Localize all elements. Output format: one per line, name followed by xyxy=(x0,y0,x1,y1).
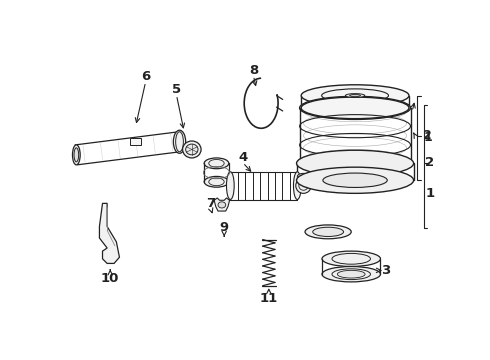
Ellipse shape xyxy=(294,172,301,199)
Ellipse shape xyxy=(73,145,80,165)
Text: 2: 2 xyxy=(425,156,434,169)
Ellipse shape xyxy=(226,172,234,199)
Polygon shape xyxy=(214,198,229,211)
Ellipse shape xyxy=(204,176,229,187)
Ellipse shape xyxy=(297,173,310,180)
Ellipse shape xyxy=(322,251,381,266)
Ellipse shape xyxy=(345,94,365,98)
Text: 11: 11 xyxy=(260,292,278,305)
Ellipse shape xyxy=(173,130,186,153)
Polygon shape xyxy=(99,203,120,264)
Ellipse shape xyxy=(74,148,78,162)
Ellipse shape xyxy=(186,144,198,155)
Text: 1: 1 xyxy=(423,131,432,144)
Text: 7: 7 xyxy=(206,197,216,210)
Text: 3: 3 xyxy=(381,264,391,277)
Ellipse shape xyxy=(337,270,365,278)
Ellipse shape xyxy=(296,178,311,193)
Bar xyxy=(130,138,141,145)
Text: 2: 2 xyxy=(423,129,432,142)
Ellipse shape xyxy=(300,152,411,175)
Text: 9: 9 xyxy=(220,221,229,234)
Ellipse shape xyxy=(204,158,229,169)
Ellipse shape xyxy=(305,225,351,239)
Text: 6: 6 xyxy=(141,70,150,83)
Ellipse shape xyxy=(296,150,414,176)
Ellipse shape xyxy=(322,266,381,282)
Ellipse shape xyxy=(296,167,414,193)
Ellipse shape xyxy=(313,227,343,237)
Ellipse shape xyxy=(350,94,361,96)
Text: 5: 5 xyxy=(172,83,181,96)
Text: 10: 10 xyxy=(101,271,120,284)
Ellipse shape xyxy=(323,173,387,188)
Text: 4: 4 xyxy=(238,150,247,164)
Ellipse shape xyxy=(183,141,201,158)
Text: 1: 1 xyxy=(425,187,434,200)
Text: 8: 8 xyxy=(249,64,258,77)
Ellipse shape xyxy=(300,96,411,120)
Ellipse shape xyxy=(218,202,226,208)
Ellipse shape xyxy=(301,97,409,119)
Ellipse shape xyxy=(301,85,409,106)
